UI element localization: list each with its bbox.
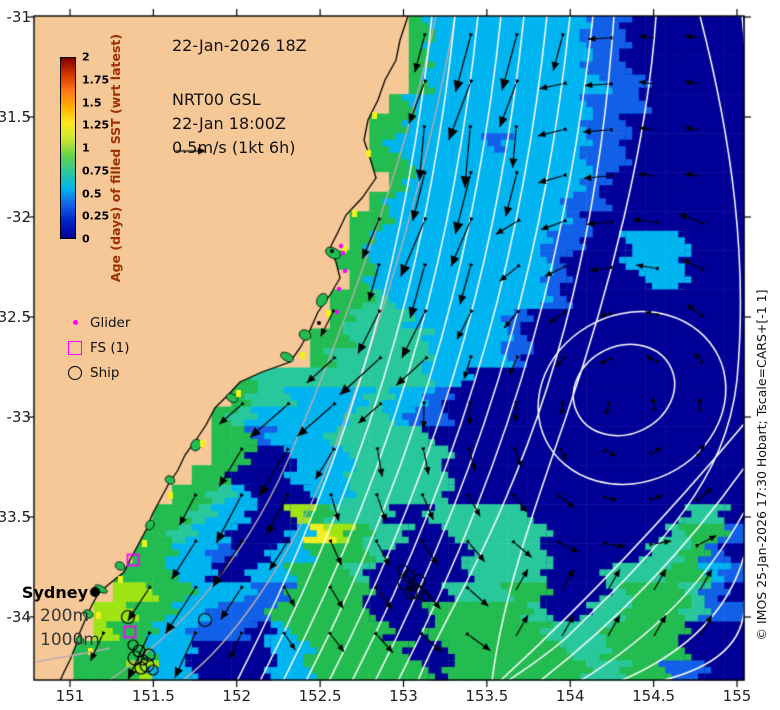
x-axis-label: 151.5 <box>131 687 175 705</box>
colorbar-tick-label: 1 <box>82 141 90 155</box>
colorbar-tick-label: 0.75 <box>82 164 110 178</box>
depth-label-200m: 200m <box>40 606 90 626</box>
colorbar-tick-label: 1.25 <box>82 118 110 132</box>
model-time: 22-Jan 18:00Z <box>172 114 286 133</box>
credit-text: © IMOS 25-Jan-2026 17:30 Hobart; Tscale=… <box>754 289 769 641</box>
legend-item-ship: Ship <box>60 360 130 385</box>
colorbar-tick-label: 1.5 <box>82 96 102 109</box>
colorbar-tick-label: 0.5 <box>82 187 102 200</box>
colorbar-tick-label: 2 <box>82 50 90 64</box>
legend-item-fs: FS (1) <box>60 335 130 360</box>
vector-scale-label: 0.5m/s (1kt 6h) <box>172 138 296 157</box>
fs-square-icon <box>60 340 90 355</box>
x-axis-label: 151 <box>55 687 85 705</box>
y-axis-label: -34 <box>6 608 32 626</box>
y-axis-label: -33 <box>6 408 32 426</box>
x-axis-label: 153.5 <box>465 687 509 705</box>
depth-label-1000m: 1000m <box>40 630 100 650</box>
legend-label-ship: Ship <box>90 364 120 381</box>
ship-circle-icon <box>60 365 90 380</box>
y-axis-label: -31 <box>6 8 32 26</box>
x-axis-label: 152 <box>222 687 252 705</box>
glider-dot-icon <box>60 320 90 325</box>
y-axis-label: -32 <box>6 208 32 226</box>
y-axis-label: -33.5 <box>0 508 31 526</box>
x-axis-label: 154 <box>555 687 585 705</box>
city-label-sydney: Sydney <box>21 583 88 602</box>
legend-label-glider: Glider <box>90 314 131 331</box>
model-info-block: NRT00 GSL 22-Jan 18:00Z 0.5m/s (1kt 6h) <box>172 88 295 160</box>
legend: Glider FS (1) Ship <box>60 310 130 385</box>
date-title: 22-Jan-2026 18Z <box>172 36 307 55</box>
legend-label-fs: FS (1) <box>90 339 130 356</box>
x-axis-label: 155 <box>722 687 752 705</box>
model-name: NRT00 GSL <box>172 90 261 109</box>
colorbar-label: Age (days) of filled SST (wrt latest) <box>108 33 123 283</box>
x-axis-label: 154.5 <box>632 687 676 705</box>
colorbar <box>60 57 76 239</box>
colorbar-tick-label: 0.25 <box>82 209 110 223</box>
y-axis-label: -31.5 <box>0 108 31 126</box>
colorbar-tick-label: 1.75 <box>82 73 110 87</box>
x-axis-label: 153 <box>389 687 418 705</box>
colorbar-tick-label: 0 <box>82 232 90 246</box>
legend-item-glider: Glider <box>60 310 130 335</box>
x-axis-label: 152.5 <box>298 687 342 705</box>
y-axis-label: -32.5 <box>0 308 31 326</box>
